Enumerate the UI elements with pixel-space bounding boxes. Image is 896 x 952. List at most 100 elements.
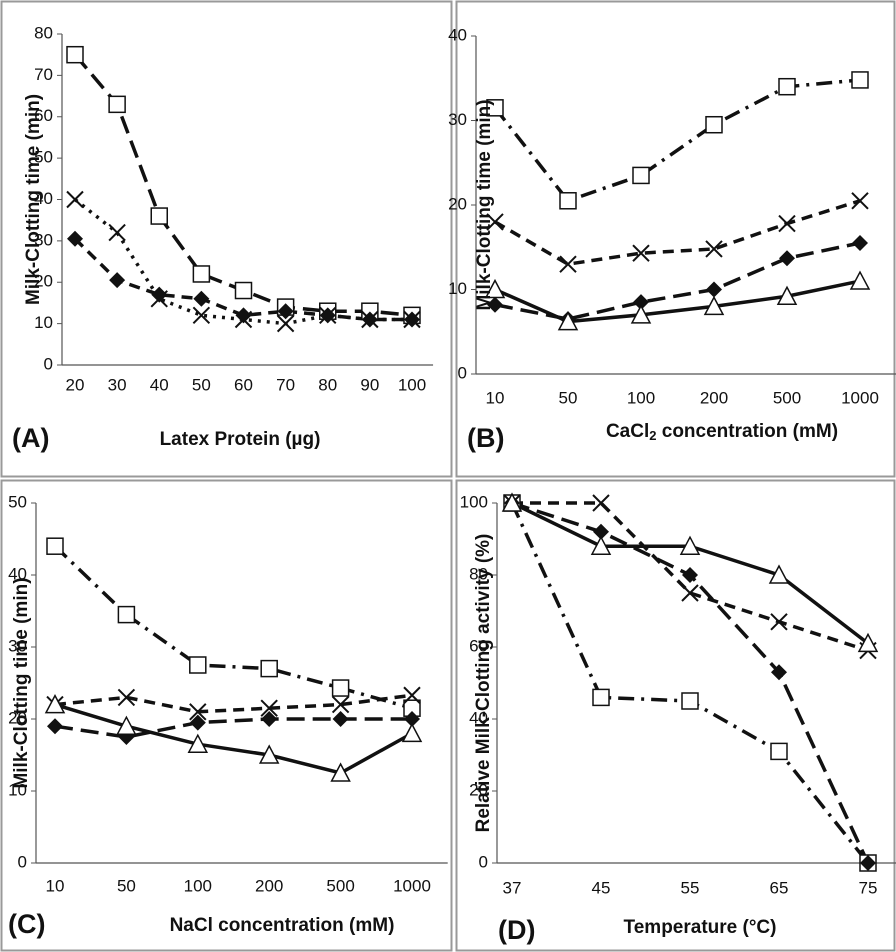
marker-x: [559, 255, 577, 273]
marker-square: [770, 742, 788, 761]
y-tick-label: 40: [469, 708, 488, 727]
marker-diamond: [706, 281, 722, 298]
marker-diamond: [487, 296, 503, 313]
marker-triangle: [501, 492, 523, 512]
y-tick-label: 0: [479, 852, 488, 871]
marker-triangle: [258, 744, 280, 764]
marker-square: [559, 192, 577, 210]
marker-diamond: [404, 711, 420, 727]
series-line: [54, 702, 413, 775]
marker-x: [486, 213, 504, 231]
series-line: [493, 78, 861, 203]
marker-square: [46, 537, 64, 555]
panel-frame: [455, 479, 896, 952]
marker-x: [189, 703, 207, 721]
marker-diamond: [151, 286, 168, 303]
marker-triangle: [776, 285, 798, 306]
y-tick-label: 20: [8, 708, 27, 727]
y-tick-label: 40: [8, 564, 27, 583]
marker-triangle: [679, 535, 701, 555]
x-tick-label: 500: [326, 876, 354, 895]
marker-x: [260, 699, 278, 717]
marker-square: [592, 688, 610, 707]
series-line: [54, 717, 412, 739]
marker-diamond: [67, 230, 83, 247]
y-tick-label: 100: [460, 492, 488, 511]
marker-diamond: [860, 855, 876, 871]
panel-label: (A): [12, 423, 49, 453]
marker-triangle: [557, 311, 579, 331]
x-tick-label: 37: [503, 878, 522, 897]
marker-square: [189, 656, 207, 674]
x-tick-label: 65: [770, 878, 789, 897]
panel-frame: [455, 0, 896, 478]
marker-x: [778, 214, 796, 233]
y-tick-label: 40: [34, 189, 53, 208]
marker-square: [778, 77, 796, 96]
y-axis-label: Relative Milk-Clotting activity (%): [473, 534, 494, 833]
x-axis-label-part: concentration (mM): [656, 421, 838, 442]
x-tick-label: 200: [255, 876, 283, 895]
y-tick-label: 30: [8, 636, 27, 655]
x-tick-label: 55: [681, 878, 700, 897]
marker-square: [66, 45, 84, 64]
marker-diamond: [404, 311, 420, 328]
y-tick-label: 60: [34, 106, 53, 125]
marker-diamond: [633, 294, 649, 311]
marker-x: [705, 240, 723, 258]
marker-diamond: [852, 235, 868, 252]
x-tick-label: 70: [276, 375, 295, 394]
marker-x: [592, 494, 610, 512]
marker-diamond: [332, 711, 349, 727]
series-line: [54, 693, 413, 714]
marker-diamond: [193, 290, 210, 307]
x-tick-label: 500: [773, 388, 801, 407]
marker-x: [851, 192, 869, 210]
marker-diamond: [593, 523, 609, 540]
marker-triangle: [768, 564, 790, 584]
series-line: [510, 502, 870, 865]
y-tick-label: 80: [34, 23, 53, 42]
marker-x: [403, 686, 421, 704]
marker-square: [234, 281, 253, 300]
marker-square: [681, 692, 699, 710]
series-line: [511, 501, 870, 864]
y-tick-label: 0: [18, 852, 27, 871]
x-tick-label: 45: [592, 878, 611, 897]
marker-triangle: [401, 722, 423, 743]
marker-square: [108, 95, 126, 114]
marker-diamond: [361, 311, 378, 328]
marker-square: [150, 207, 168, 225]
marker-x: [108, 223, 126, 242]
marker-diamond: [235, 307, 252, 324]
marker-square: [486, 99, 504, 117]
marker-diamond: [277, 303, 294, 320]
marker-x: [117, 688, 136, 707]
marker-diamond: [779, 250, 795, 267]
marker-diamond: [47, 718, 63, 735]
y-tick-label: 10: [448, 279, 467, 298]
x-tick-label: 100: [184, 876, 212, 895]
x-tick-label: 50: [559, 388, 578, 407]
x-tick-label: 30: [108, 375, 127, 394]
marker-x: [192, 306, 211, 325]
y-tick-label: 20: [469, 780, 488, 799]
y-axis-label: Milk-Clotting time (min): [11, 577, 32, 788]
x-tick-label: 60: [234, 375, 253, 394]
marker-triangle: [484, 278, 506, 299]
x-tick-label: 100: [398, 375, 426, 394]
series-line: [512, 501, 869, 653]
marker-diamond: [189, 714, 206, 731]
y-tick-label: 20: [34, 272, 53, 291]
marker-triangle: [187, 733, 209, 753]
panel-label: (B): [467, 423, 504, 453]
x-tick-label: 90: [360, 375, 379, 394]
marker-diamond: [261, 711, 278, 727]
marker-x: [681, 584, 699, 602]
series-line: [494, 279, 861, 324]
marker-x: [66, 190, 84, 209]
panel-frame: [0, 0, 453, 478]
y-axis-label: Milk-Clotting time (min): [474, 99, 495, 310]
y-tick-label: 0: [458, 363, 467, 382]
series-line: [73, 237, 412, 322]
